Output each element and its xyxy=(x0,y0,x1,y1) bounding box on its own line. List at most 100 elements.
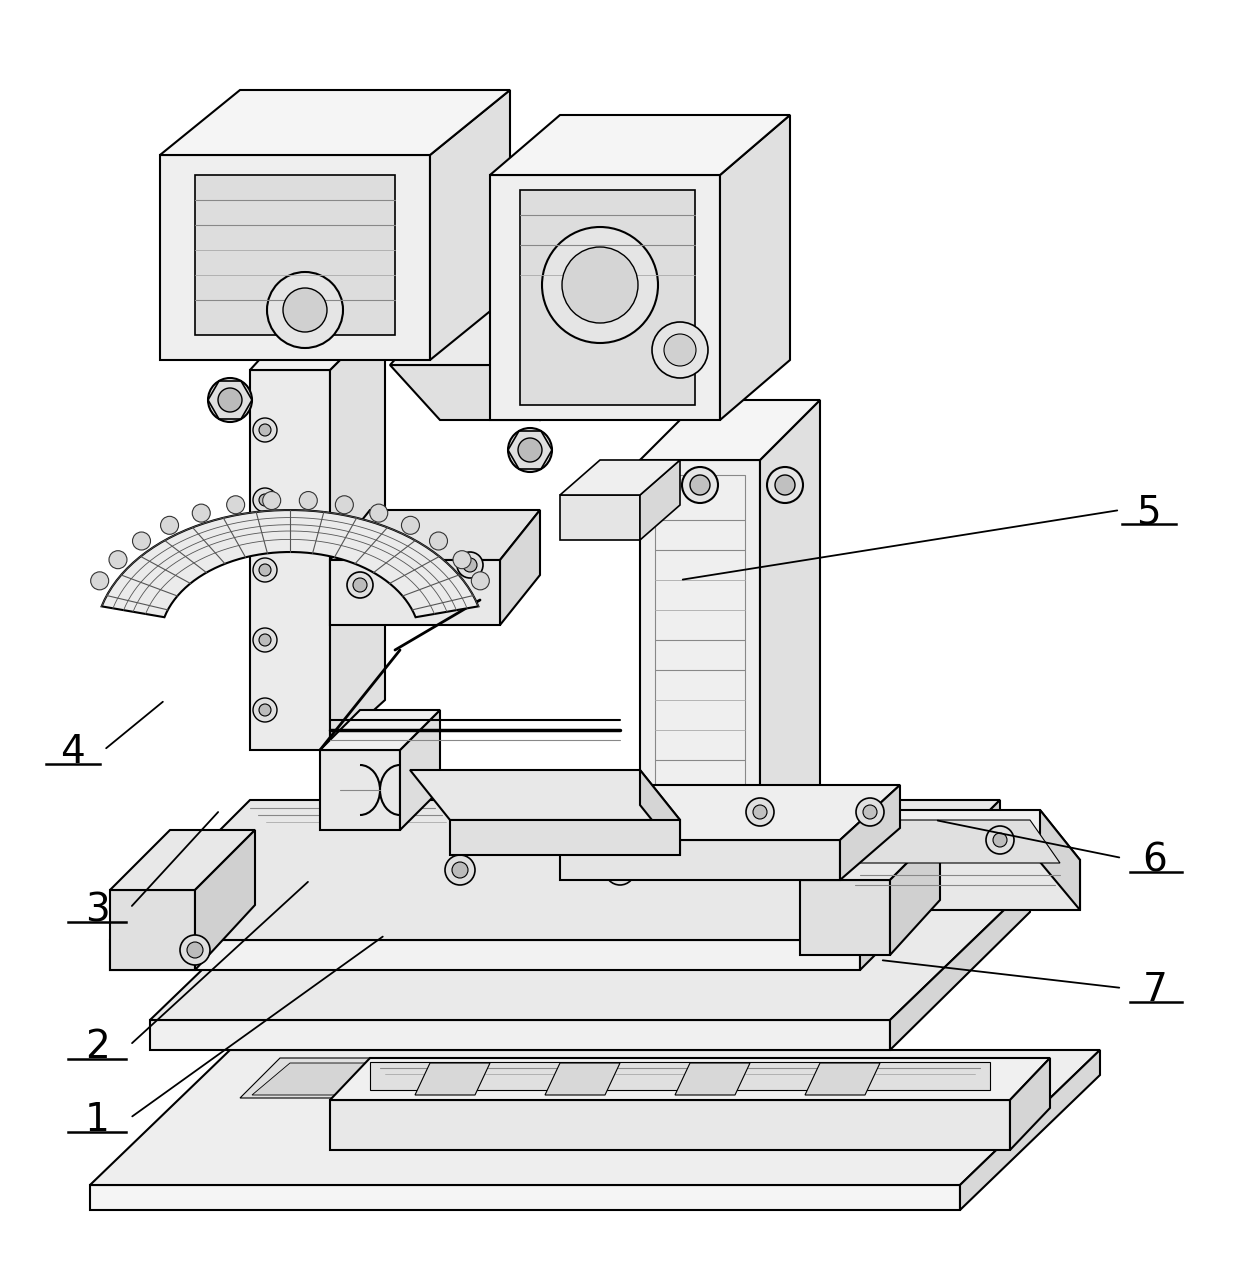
Circle shape xyxy=(259,564,272,575)
Polygon shape xyxy=(320,750,401,830)
Polygon shape xyxy=(551,890,770,925)
Polygon shape xyxy=(800,810,1080,861)
Polygon shape xyxy=(415,1063,490,1095)
Circle shape xyxy=(253,698,277,722)
Circle shape xyxy=(768,467,804,503)
Circle shape xyxy=(192,504,211,522)
Circle shape xyxy=(429,532,448,550)
Polygon shape xyxy=(890,885,1030,1050)
Polygon shape xyxy=(890,830,940,955)
Circle shape xyxy=(253,488,277,512)
Polygon shape xyxy=(640,460,680,540)
Polygon shape xyxy=(760,400,820,869)
Circle shape xyxy=(253,418,277,442)
Polygon shape xyxy=(560,840,839,880)
Polygon shape xyxy=(330,1100,1011,1150)
Circle shape xyxy=(267,272,343,348)
Polygon shape xyxy=(450,820,680,855)
Circle shape xyxy=(160,517,179,535)
Polygon shape xyxy=(800,880,890,955)
Polygon shape xyxy=(91,1185,960,1211)
Text: 6: 6 xyxy=(1142,841,1167,878)
Polygon shape xyxy=(195,174,396,335)
Polygon shape xyxy=(320,710,440,750)
Polygon shape xyxy=(652,1063,849,1095)
Circle shape xyxy=(562,247,639,323)
Circle shape xyxy=(453,862,467,878)
Polygon shape xyxy=(150,885,1030,1020)
Polygon shape xyxy=(490,115,790,174)
Polygon shape xyxy=(252,1063,450,1095)
Circle shape xyxy=(663,334,696,367)
Circle shape xyxy=(746,798,774,826)
Polygon shape xyxy=(640,1058,861,1099)
Polygon shape xyxy=(110,890,195,970)
Polygon shape xyxy=(195,830,255,970)
Circle shape xyxy=(518,438,542,462)
Circle shape xyxy=(335,495,353,514)
Polygon shape xyxy=(410,770,680,820)
Circle shape xyxy=(283,288,327,332)
Circle shape xyxy=(593,805,608,819)
Polygon shape xyxy=(330,314,384,750)
Polygon shape xyxy=(110,939,861,970)
Circle shape xyxy=(453,551,471,569)
Polygon shape xyxy=(640,770,680,855)
Circle shape xyxy=(445,855,475,885)
Polygon shape xyxy=(490,174,720,420)
Circle shape xyxy=(682,467,718,503)
Polygon shape xyxy=(102,510,479,617)
Polygon shape xyxy=(640,460,760,869)
Polygon shape xyxy=(370,1062,990,1090)
Polygon shape xyxy=(839,785,900,880)
Text: 1: 1 xyxy=(84,1101,109,1139)
Polygon shape xyxy=(330,510,539,560)
Polygon shape xyxy=(300,890,520,925)
Circle shape xyxy=(133,532,150,550)
Polygon shape xyxy=(830,820,1060,863)
Circle shape xyxy=(218,388,242,412)
Circle shape xyxy=(652,322,708,378)
Circle shape xyxy=(402,517,419,535)
Circle shape xyxy=(508,428,552,472)
Polygon shape xyxy=(250,314,384,370)
Polygon shape xyxy=(1011,1058,1050,1150)
Polygon shape xyxy=(160,90,510,155)
Polygon shape xyxy=(150,1020,890,1050)
Polygon shape xyxy=(391,311,539,365)
Text: 7: 7 xyxy=(1142,971,1167,1009)
Circle shape xyxy=(605,855,635,885)
Circle shape xyxy=(856,798,884,826)
Polygon shape xyxy=(560,785,900,840)
Polygon shape xyxy=(250,370,330,750)
Circle shape xyxy=(227,495,244,514)
Circle shape xyxy=(753,805,768,819)
Circle shape xyxy=(542,227,658,342)
Circle shape xyxy=(259,494,272,505)
Circle shape xyxy=(263,491,280,509)
Polygon shape xyxy=(640,400,820,460)
Polygon shape xyxy=(490,311,590,420)
Text: 5: 5 xyxy=(1136,493,1161,531)
Text: 2: 2 xyxy=(84,1029,109,1066)
Polygon shape xyxy=(720,115,790,420)
Circle shape xyxy=(259,424,272,435)
Polygon shape xyxy=(675,1063,750,1095)
Polygon shape xyxy=(560,495,640,540)
Polygon shape xyxy=(546,1063,620,1095)
Circle shape xyxy=(259,634,272,645)
Circle shape xyxy=(463,558,477,572)
Circle shape xyxy=(180,934,210,965)
Circle shape xyxy=(458,552,484,578)
Polygon shape xyxy=(520,190,694,405)
Circle shape xyxy=(208,378,252,423)
Circle shape xyxy=(353,578,367,592)
Polygon shape xyxy=(861,799,999,970)
Polygon shape xyxy=(160,155,430,360)
Circle shape xyxy=(253,558,277,582)
Polygon shape xyxy=(110,799,999,939)
Polygon shape xyxy=(330,560,500,625)
Polygon shape xyxy=(440,1058,660,1099)
Circle shape xyxy=(986,826,1014,854)
Polygon shape xyxy=(241,1058,460,1099)
